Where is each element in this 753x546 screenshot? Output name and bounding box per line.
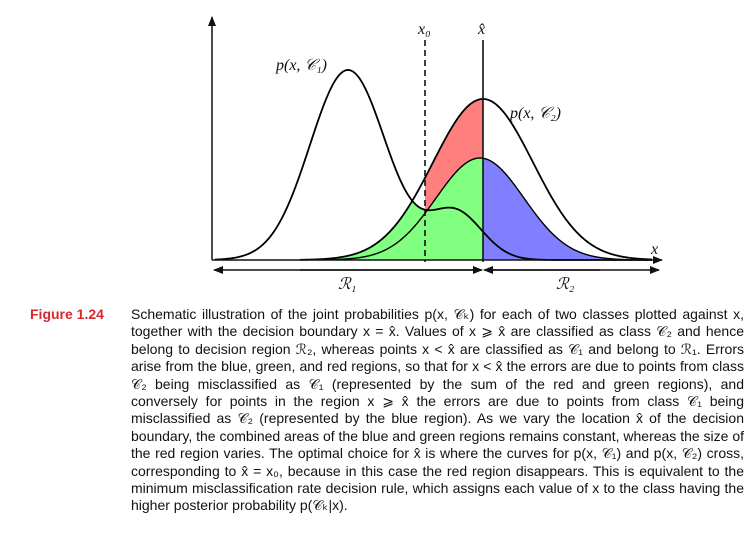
x-axis-label: x [650, 241, 658, 258]
blue-region [483, 158, 652, 260]
curve-p-x-c2 [299, 98, 653, 261]
figure-number: Figure 1.24 [30, 306, 104, 322]
joint-probability-figure: x₀ x̂ x p(x, 𝒞₁) p(x, 𝒞₂) ℛ₁ ℛ₂ [208, 16, 663, 293]
curve2-label: p(x, 𝒞₂) [509, 105, 561, 122]
red-region [425, 99, 483, 211]
curve-green-part [329, 157, 652, 261]
x0-label: x₀ [417, 21, 431, 38]
xhat-label: x̂ [477, 21, 485, 38]
green-region [330, 158, 483, 260]
region1-label: ℛ₁ [338, 276, 356, 293]
region2-label: ℛ₂ [556, 276, 575, 293]
curve1-label: p(x, 𝒞₁) [275, 57, 327, 74]
caption-text: Schematic illustration of the joint prob… [131, 306, 745, 514]
